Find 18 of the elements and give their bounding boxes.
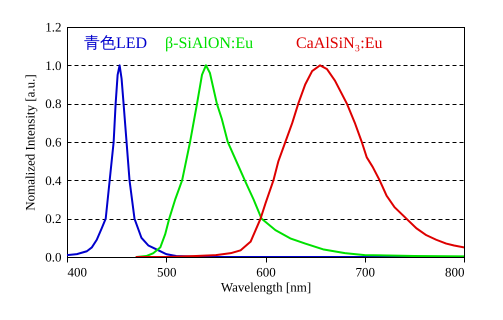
x-tick-label: 400	[68, 264, 87, 280]
series-label: 青色LED	[84, 34, 148, 52]
series-label: β-SiAlON:Eu	[165, 35, 254, 52]
y-tick-label: 0.2	[45, 211, 62, 226]
x-tick-label: 700	[356, 264, 375, 280]
y-tick-label: 1.2	[45, 20, 62, 34]
y-tick-label: 0.6	[45, 134, 62, 150]
line-series	[135, 64, 464, 257]
y-tick-label: 0.4	[45, 172, 62, 188]
y-tick-label: 1.0	[45, 58, 62, 73]
x-axis-title: Wavelength [nm]	[220, 280, 312, 294]
y-tick-label: 0.0	[45, 250, 62, 264]
x-tick-label: 600	[256, 264, 276, 280]
x-tick-label: 800	[445, 264, 464, 280]
x-tick-label: 500	[157, 264, 176, 280]
series-label: CaAlSiN₃:Eu	[296, 35, 382, 52]
y-tick-label: 0.8	[45, 96, 62, 112]
y-axis-title: Nomalized Intensity [a.u.]	[22, 74, 38, 211]
